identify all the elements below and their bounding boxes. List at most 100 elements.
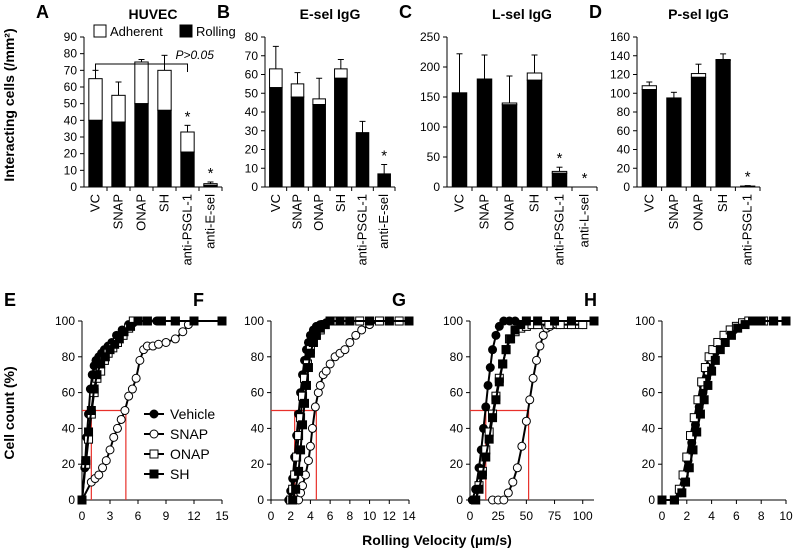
category-label: SNAP [666, 194, 681, 229]
data-point [521, 316, 531, 326]
significance-mark: * [208, 165, 214, 182]
y-tick-label: 0 [433, 180, 440, 194]
bar-rolling [690, 76, 707, 188]
bar-rolling [641, 89, 657, 188]
category-label: anti-E-sel [376, 194, 391, 249]
data-point [124, 391, 134, 401]
y-tick-label: 20 [62, 457, 76, 471]
data-point [692, 427, 702, 437]
data-point [156, 316, 166, 326]
data-point [133, 316, 143, 326]
y-tick-label: 100 [55, 314, 75, 328]
y-tick-label: 100 [443, 314, 463, 328]
series-sh [77, 316, 227, 505]
category-label: anti-PSGL-1 [355, 194, 370, 266]
data-point [550, 316, 560, 326]
x-label-rolling-velocity: Rolling Velocity (µm/s) [362, 532, 512, 548]
data-point [345, 337, 355, 347]
data-point [300, 398, 310, 408]
data-point [481, 402, 491, 412]
data-point [89, 384, 99, 394]
panel-letter: F [193, 290, 204, 310]
y-tick-label: 0 [648, 493, 655, 507]
data-point [384, 316, 394, 326]
data-point [726, 330, 736, 340]
bar-rolling [290, 96, 305, 188]
y-tick-label: 40 [251, 421, 265, 435]
significance-mark: * [185, 108, 191, 125]
data-point [105, 445, 115, 455]
y-tick-label: 20 [450, 457, 464, 471]
x-tick-label: 15 [215, 509, 229, 523]
data-point [303, 456, 313, 466]
y-tick-label: 100 [420, 120, 440, 134]
data-point [142, 316, 152, 326]
data-point [699, 395, 709, 405]
y-tick-label: 60 [245, 68, 259, 82]
bar-rolling [526, 79, 543, 188]
panel-g: G 0 20 40 60 80 100 0 25 50 75 100 [392, 290, 599, 523]
bar-adherent [134, 61, 149, 105]
data-point [84, 427, 94, 437]
y-tick-label: 60 [64, 80, 78, 94]
data-point [86, 406, 96, 415]
data-point [733, 323, 743, 333]
x-tick-label: 3 [107, 509, 114, 523]
y-tick-label: 150 [420, 90, 440, 104]
x-tick-label: 75 [548, 509, 562, 523]
category-label: anti-PSGL-1 [180, 194, 195, 266]
data-point [357, 325, 367, 335]
y-tick-label: 250 [420, 30, 440, 44]
data-point [98, 463, 108, 473]
x-tick-label: 0 [659, 509, 666, 523]
y-tick-label: 60 [62, 386, 76, 400]
data-point [512, 463, 522, 473]
panel-title: L-sel IgG [492, 6, 552, 22]
category-label: anti-PSGL-1 [552, 194, 567, 266]
data-point [321, 366, 331, 376]
data-point [538, 330, 548, 340]
x-tick-label: 6 [135, 509, 142, 523]
category-label: anti-L-sel [577, 194, 592, 248]
bar-rolling [180, 151, 195, 188]
data-point [288, 495, 298, 505]
x-tick-label: 0 [79, 509, 86, 523]
legend-label: SH [170, 466, 189, 482]
x-tick-label: 0 [467, 509, 474, 523]
panel-c: C L-sel IgG 0 50 100 150 200 250 VC SNAP ONAP SH * an… [399, 2, 598, 266]
y-tick-label: 80 [251, 350, 265, 364]
y-label-cell-count: Cell count (%) [1, 366, 17, 459]
y-tick-label: 100 [610, 86, 630, 100]
legend-swatch-adherent [93, 24, 107, 38]
category-label: SH [715, 194, 730, 212]
data-point [131, 373, 141, 383]
panel-e: E 0 20 40 60 80 100 0 3 6 9 12 15 Vehicle SNAP ONAP SH [4, 290, 229, 523]
data-point [96, 359, 106, 369]
bar-adherent [88, 78, 103, 121]
y-tick-label: 60 [642, 386, 656, 400]
significance-mark: * [745, 169, 751, 186]
data-point [307, 423, 317, 433]
data-point [135, 355, 145, 365]
bar-adherent [180, 131, 195, 153]
data-point [681, 477, 691, 487]
x-tick-label: 4 [708, 509, 715, 523]
data-point [110, 339, 120, 349]
bar-rolling [157, 109, 172, 188]
panel-h: H 0 20 40 60 80 100 0 2 4 6 8 10 [584, 290, 793, 523]
y-tick-label: 80 [62, 350, 76, 364]
y-label-interacting-cells: Interacting cells (/mm²) [1, 28, 17, 181]
y-tick-label: 80 [450, 350, 464, 364]
y-tick-label: 0 [456, 493, 463, 507]
data-point [477, 470, 487, 480]
panel-letter: D [589, 2, 602, 22]
data-point [532, 355, 542, 365]
y-tick-label: 20 [642, 457, 656, 471]
legend-label-adherent: Adherent [110, 24, 163, 39]
data-point [189, 316, 199, 326]
data-point [92, 370, 102, 380]
series-sh [657, 316, 791, 505]
bar-rolling [551, 172, 568, 188]
series-snap [657, 316, 766, 505]
